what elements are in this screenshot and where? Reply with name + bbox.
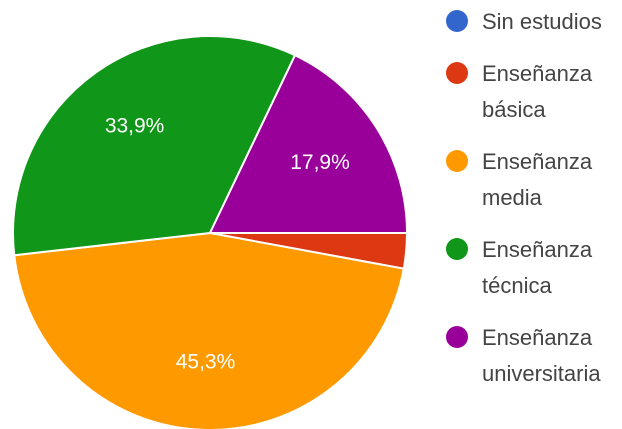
legend-label-sin-estudios: Sin estudios bbox=[482, 9, 602, 34]
legend-label-ensenanza-universitaria: Enseñanza universitaria bbox=[482, 325, 601, 386]
legend-swatch-ensenanza-universitaria bbox=[446, 326, 468, 348]
pie-plot-area: 45,3% 33,9% 17,9% bbox=[12, 35, 409, 429]
slice-label-ensenanza-media: 45,3% bbox=[176, 350, 236, 373]
legend-label-ensenanza-media: Enseñanza media bbox=[482, 149, 593, 210]
slice-label-ensenanza-tecnica: 33,9% bbox=[105, 115, 165, 138]
legend-swatch-ensenanza-tecnica bbox=[446, 238, 468, 260]
legend-item-ensenanza-basica[interactable]: Enseñanza básica bbox=[446, 56, 622, 128]
pie-slice-ensenanza-universitaria[interactable] bbox=[208, 53, 409, 234]
legend-swatch-ensenanza-basica bbox=[446, 62, 468, 84]
legend-item-ensenanza-universitaria[interactable]: Enseñanza universitaria bbox=[446, 320, 622, 392]
chart-legend: Sin estudios Enseñanza básica Enseñanza … bbox=[446, 4, 622, 408]
legend-swatch-ensenanza-media bbox=[446, 150, 468, 172]
legend-swatch-sin-estudios bbox=[446, 10, 468, 32]
legend-item-ensenanza-media[interactable]: Enseñanza media bbox=[446, 144, 622, 216]
pie-slice-ensenanza-media[interactable] bbox=[13, 231, 405, 429]
legend-label-ensenanza-tecnica: Enseñanza técnica bbox=[482, 237, 593, 298]
slice-label-ensenanza-universitaria: 17,9% bbox=[290, 151, 350, 174]
legend-item-ensenanza-tecnica[interactable]: Enseñanza técnica bbox=[446, 232, 622, 304]
legend-item-sin-estudios[interactable]: Sin estudios bbox=[446, 4, 622, 40]
legend-label-ensenanza-basica: Enseñanza básica bbox=[482, 61, 593, 122]
